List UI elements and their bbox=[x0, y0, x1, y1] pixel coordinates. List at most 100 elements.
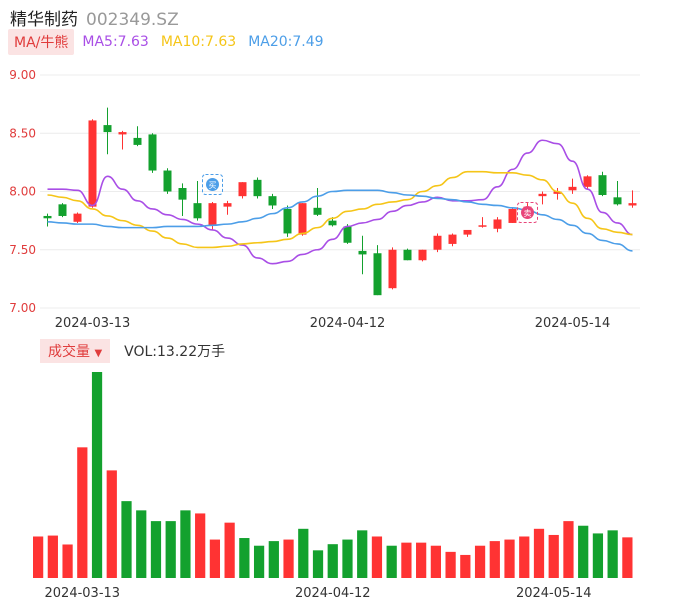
volume-bar bbox=[622, 537, 633, 578]
candlestick bbox=[448, 233, 457, 247]
ma5-legend: MA5:7.63 bbox=[82, 34, 149, 50]
candlestick bbox=[358, 235, 367, 275]
candlestick bbox=[478, 217, 487, 228]
ma10-legend: MA10:7.63 bbox=[160, 34, 237, 50]
signal-frame bbox=[202, 174, 223, 196]
volume-bar bbox=[401, 542, 412, 578]
volume-indicator-selector[interactable]: 成交量 ▼ bbox=[40, 339, 111, 363]
candle-body bbox=[388, 249, 397, 289]
stock-header: 精华制药 002349.SZ bbox=[10, 5, 179, 30]
candle-body bbox=[538, 193, 547, 197]
volume-bar bbox=[121, 501, 132, 578]
candlestick bbox=[73, 212, 82, 223]
volume-bar bbox=[474, 545, 486, 578]
candlestick bbox=[163, 168, 172, 194]
candle-body bbox=[328, 220, 337, 226]
volume-bar bbox=[209, 539, 221, 578]
candle-body bbox=[478, 225, 487, 227]
volume-bar bbox=[342, 539, 353, 578]
candle-body bbox=[178, 188, 187, 200]
candle-body bbox=[403, 249, 412, 261]
candle-body bbox=[58, 204, 67, 216]
volume-date-label: 2024-04-12 bbox=[295, 586, 371, 601]
signal-label: 卖 bbox=[524, 209, 532, 218]
volume-bar bbox=[371, 536, 383, 578]
candlestick bbox=[268, 193, 277, 209]
candle-body bbox=[133, 137, 142, 145]
trade-signal-marker: 卖 bbox=[517, 201, 538, 223]
candle-body bbox=[238, 182, 247, 197]
volume-bar bbox=[430, 545, 441, 578]
candle-body bbox=[103, 125, 112, 133]
volume-bar bbox=[62, 544, 73, 578]
candlestick bbox=[418, 249, 427, 262]
signal-dot bbox=[206, 178, 219, 192]
candlestick bbox=[193, 181, 202, 221]
candlestick bbox=[118, 130, 127, 150]
ma20-legend: MA20:7.49 bbox=[248, 34, 324, 50]
candlestick bbox=[388, 247, 397, 290]
candlestick bbox=[598, 171, 607, 197]
volume-bar bbox=[563, 521, 574, 578]
volume-date-label: 2024-03-13 bbox=[45, 586, 121, 601]
candlestick bbox=[43, 213, 52, 227]
volume-bar bbox=[327, 544, 338, 578]
candle-body bbox=[583, 176, 592, 187]
candle-body bbox=[43, 215, 52, 219]
candle-body bbox=[463, 229, 472, 235]
volume-bar bbox=[298, 528, 309, 578]
candle-body bbox=[343, 226, 352, 243]
volume-bar bbox=[283, 539, 294, 578]
volume-legend: 成交量 ▼ VOL:13.22万手 bbox=[40, 339, 226, 363]
candle-body bbox=[433, 235, 442, 250]
volume-date-label: 2024-05-14 bbox=[516, 586, 592, 601]
volume-bar bbox=[460, 554, 471, 578]
volume-bar bbox=[165, 521, 176, 578]
volume-bar bbox=[106, 470, 117, 578]
volume-bar bbox=[91, 372, 103, 578]
candle-body bbox=[373, 253, 382, 296]
candlestick bbox=[148, 133, 157, 173]
stock-name: 精华制药 bbox=[10, 10, 78, 30]
candlestick bbox=[508, 207, 517, 223]
candlestick bbox=[88, 119, 97, 208]
candle-body bbox=[628, 203, 637, 206]
candle-body bbox=[268, 196, 277, 206]
volume-bar bbox=[150, 521, 162, 578]
candlestick bbox=[133, 126, 142, 147]
candle-body bbox=[613, 197, 622, 205]
candlestick bbox=[313, 188, 322, 216]
dropdown-arrow-icon: ▼ bbox=[94, 348, 103, 359]
candle-body bbox=[283, 208, 292, 234]
volume-bar bbox=[445, 551, 456, 578]
ma-indicator-selector[interactable]: MA/牛熊 bbox=[8, 29, 75, 55]
signal-label: 买 bbox=[209, 181, 217, 190]
volume-bar bbox=[519, 536, 530, 578]
volume-bar bbox=[136, 510, 147, 578]
candlestick bbox=[58, 203, 67, 218]
candlestick bbox=[568, 178, 577, 194]
candle-body bbox=[298, 203, 307, 235]
volume-tag-label: 成交量 bbox=[48, 344, 90, 360]
candlestick bbox=[238, 182, 247, 199]
volume-bar bbox=[312, 550, 324, 578]
ma-legend: MA/牛熊 MA5:7.63 MA10:7.63 MA20:7.49 bbox=[8, 29, 336, 55]
price-date-label: 2024-04-12 bbox=[310, 316, 386, 331]
candlestick bbox=[178, 183, 187, 216]
signal-dot bbox=[521, 205, 534, 219]
price-date-label: 2024-03-13 bbox=[55, 316, 131, 331]
trade-signal-marker: 买 bbox=[202, 174, 223, 196]
candle-body bbox=[568, 186, 577, 191]
volume-bar bbox=[607, 530, 618, 578]
candle-body bbox=[358, 250, 367, 255]
candle-body bbox=[598, 175, 607, 195]
candlestick bbox=[538, 191, 547, 205]
price-tick-label: 7.00 bbox=[9, 301, 36, 315]
candle-body bbox=[223, 203, 232, 207]
candlestick bbox=[613, 181, 622, 206]
candlestick bbox=[463, 229, 472, 237]
volume-bar bbox=[533, 528, 545, 578]
volume-value: VOL:13.22万手 bbox=[124, 344, 226, 360]
volume-bar bbox=[592, 533, 604, 578]
